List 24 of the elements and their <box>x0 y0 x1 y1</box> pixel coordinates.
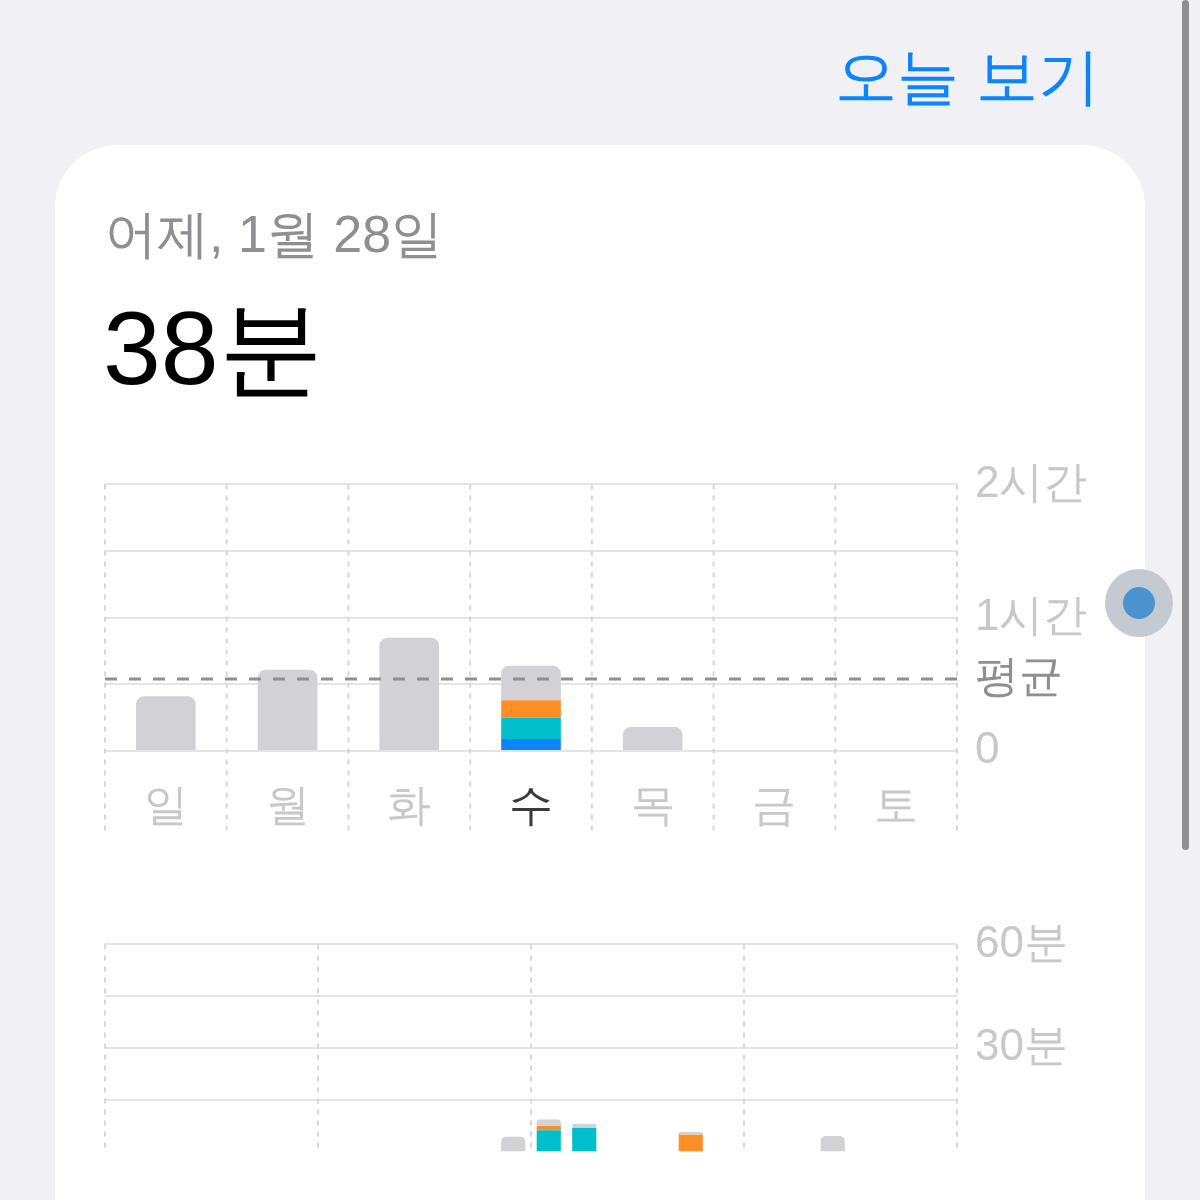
bar <box>501 717 561 739</box>
bar <box>379 637 440 750</box>
chart-title: 어제, 1월 28일 <box>105 205 444 263</box>
chart-subtitle: 38분 <box>103 290 323 406</box>
text: 오늘 보기 <box>834 42 1100 111</box>
y-tick-label: 30분 <box>975 1020 1068 1070</box>
y-tick-label: 0 <box>975 723 1000 773</box>
x-tick-label: 화 <box>387 779 432 829</box>
x-tick-label: 금 <box>752 779 797 829</box>
bar <box>136 696 196 750</box>
bar <box>501 665 561 701</box>
bar <box>501 739 561 750</box>
y-tick-label: 1시간 <box>975 589 1088 639</box>
y-tick-label: 60분 <box>975 916 1068 966</box>
x-tick-label: 수 <box>509 779 553 829</box>
x-tick-label: 월 <box>265 779 310 829</box>
x-tick-label: 토 <box>874 779 919 829</box>
ref-line-label: 평균 <box>975 651 1063 701</box>
x-tick-label: 일 <box>143 779 188 829</box>
bar <box>622 727 683 750</box>
x-tick-label: 목 <box>630 779 675 829</box>
bar <box>257 669 318 750</box>
bar <box>501 700 561 718</box>
y-tick-label: 2시간 <box>975 456 1088 506</box>
